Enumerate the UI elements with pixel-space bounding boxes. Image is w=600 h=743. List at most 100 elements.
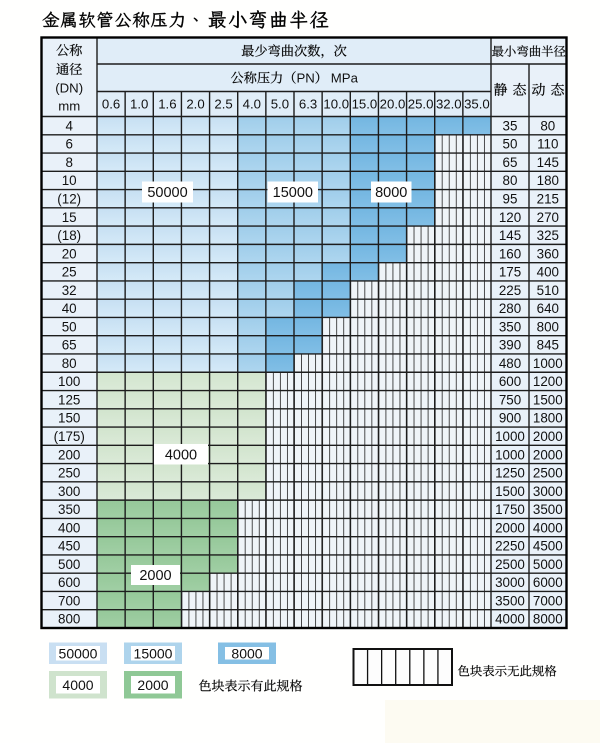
svg-text:1500: 1500 (533, 393, 563, 408)
svg-text:800: 800 (58, 612, 80, 627)
svg-text:10: 10 (62, 173, 77, 188)
svg-text:150: 150 (58, 411, 80, 426)
svg-text:8000: 8000 (375, 185, 407, 201)
svg-text:15000: 15000 (134, 645, 173, 661)
svg-text:8: 8 (65, 155, 72, 170)
svg-text:6: 6 (65, 137, 72, 152)
svg-text:180: 180 (537, 173, 559, 188)
svg-text:200: 200 (58, 447, 80, 462)
svg-text:400: 400 (58, 520, 80, 535)
svg-text:125: 125 (58, 393, 80, 408)
svg-text:20.0: 20.0 (380, 97, 406, 112)
svg-text:2500: 2500 (495, 557, 525, 572)
svg-text:450: 450 (58, 539, 80, 554)
svg-text:900: 900 (499, 411, 521, 426)
svg-text:2000: 2000 (139, 568, 171, 584)
svg-text:1.6: 1.6 (158, 97, 176, 112)
svg-text:25: 25 (62, 265, 77, 280)
svg-text:32.0: 32.0 (436, 97, 462, 112)
svg-text:50000: 50000 (147, 185, 187, 201)
svg-text:32: 32 (62, 283, 77, 298)
svg-text:2.5: 2.5 (214, 97, 232, 112)
svg-text:1000: 1000 (495, 447, 525, 462)
svg-text:325: 325 (537, 228, 559, 243)
svg-text:500: 500 (58, 557, 80, 572)
svg-text:2000: 2000 (137, 677, 168, 693)
svg-text:1250: 1250 (495, 466, 525, 481)
svg-text:390: 390 (499, 338, 521, 353)
svg-text:120: 120 (499, 210, 521, 225)
svg-text:2000: 2000 (533, 429, 563, 444)
svg-text:270: 270 (537, 210, 559, 225)
svg-text:25.0: 25.0 (408, 97, 434, 112)
svg-text:0.6: 0.6 (102, 97, 120, 112)
svg-text:MPa: MPa (331, 71, 359, 86)
svg-text:1000: 1000 (533, 356, 563, 371)
svg-text:65: 65 (62, 338, 77, 353)
svg-text:600: 600 (499, 374, 521, 389)
svg-text:2500: 2500 (533, 466, 563, 481)
svg-text:2000: 2000 (533, 447, 563, 462)
svg-text:8000: 8000 (533, 612, 563, 627)
svg-text:4000: 4000 (533, 520, 563, 535)
svg-text:250: 250 (58, 466, 80, 481)
svg-text:2000: 2000 (495, 520, 525, 535)
svg-text:6000: 6000 (533, 575, 563, 590)
svg-text:175: 175 (499, 265, 521, 280)
svg-text:4000: 4000 (165, 448, 197, 464)
svg-text:mm: mm (58, 99, 80, 114)
svg-text:700: 700 (58, 593, 80, 608)
svg-text:845: 845 (537, 338, 559, 353)
svg-text:6.3: 6.3 (299, 97, 317, 112)
svg-text:(DN): (DN) (55, 81, 83, 96)
svg-text:15000: 15000 (273, 185, 313, 201)
svg-text:110: 110 (537, 137, 558, 152)
svg-text:5.0: 5.0 (271, 97, 289, 112)
svg-text:100: 100 (58, 374, 80, 389)
svg-text:40: 40 (62, 301, 77, 316)
svg-text:1750: 1750 (495, 502, 525, 517)
svg-text:65: 65 (503, 155, 518, 170)
svg-text:8000: 8000 (231, 645, 262, 661)
svg-text:1500: 1500 (495, 484, 525, 499)
svg-text:10.0: 10.0 (323, 97, 349, 112)
svg-text:PN: PN (297, 71, 315, 86)
svg-text:145: 145 (499, 228, 521, 243)
svg-text:1000: 1000 (495, 429, 525, 444)
svg-text:4000: 4000 (62, 677, 93, 693)
svg-text:95: 95 (503, 192, 518, 207)
svg-text:1200: 1200 (533, 374, 563, 389)
svg-text:50: 50 (503, 137, 518, 152)
svg-text:360: 360 (537, 246, 559, 261)
svg-text:750: 750 (499, 393, 521, 408)
svg-text:35: 35 (503, 118, 518, 133)
svg-text:3500: 3500 (495, 593, 525, 608)
svg-text:3000: 3000 (533, 484, 563, 499)
svg-text:7000: 7000 (533, 593, 563, 608)
svg-text:640: 640 (537, 301, 559, 316)
svg-text:145: 145 (537, 155, 559, 170)
svg-text:225: 225 (499, 283, 521, 298)
svg-text:80: 80 (540, 118, 555, 133)
svg-text:1.0: 1.0 (130, 97, 148, 112)
svg-text:2.0: 2.0 (186, 97, 204, 112)
svg-text:4000: 4000 (495, 612, 525, 627)
svg-text:160: 160 (499, 246, 521, 261)
svg-text:35.0: 35.0 (464, 97, 490, 112)
svg-text:80: 80 (62, 356, 77, 371)
svg-text:1800: 1800 (533, 411, 563, 426)
svg-text:510: 510 (537, 283, 559, 298)
svg-text:50000: 50000 (59, 645, 98, 661)
svg-text:600: 600 (58, 575, 80, 590)
svg-text:50: 50 (62, 319, 77, 334)
svg-text:15: 15 (62, 210, 77, 225)
svg-text:5000: 5000 (533, 557, 563, 572)
svg-text:800: 800 (537, 319, 559, 334)
svg-text:15.0: 15.0 (352, 97, 378, 112)
svg-text:(18): (18) (57, 228, 81, 243)
svg-text:3500: 3500 (533, 502, 563, 517)
svg-text:(12): (12) (57, 192, 81, 207)
svg-text:3000: 3000 (495, 575, 525, 590)
svg-text:350: 350 (499, 319, 521, 334)
svg-text:80: 80 (503, 173, 518, 188)
